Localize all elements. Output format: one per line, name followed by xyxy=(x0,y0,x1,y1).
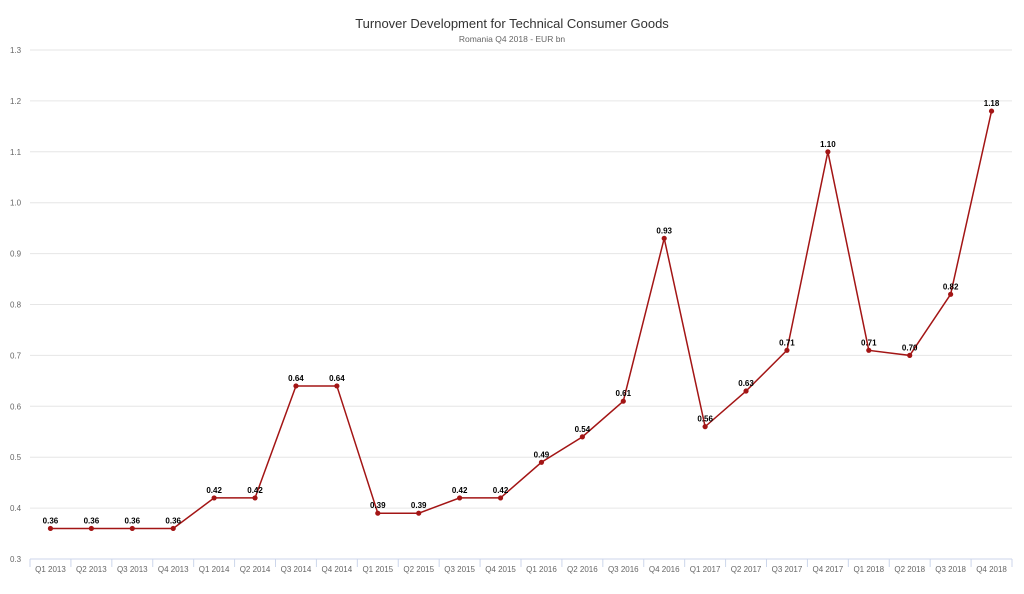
chart-subtitle: Romania Q4 2018 - EUR bn xyxy=(458,34,566,44)
data-point xyxy=(293,383,299,389)
data-label: 0.39 xyxy=(370,501,386,510)
data-label: 0.56 xyxy=(697,415,713,424)
x-tick-label: Q4 2015 xyxy=(485,565,516,574)
data-label: 0.71 xyxy=(861,338,877,347)
x-tick-label: Q2 2015 xyxy=(403,565,434,574)
data-point xyxy=(988,108,995,114)
y-tick-label: 0.4 xyxy=(10,504,22,513)
data-label: 0.42 xyxy=(206,486,222,495)
x-tick-label: Q3 2018 xyxy=(935,565,966,574)
x-tick-label: Q4 2013 xyxy=(158,565,189,574)
y-tick-label: 1.0 xyxy=(10,199,22,208)
x-tick-label: Q2 2016 xyxy=(567,565,598,574)
data-label: 0.82 xyxy=(943,282,959,291)
x-tick-label: Q1 2015 xyxy=(362,565,393,574)
y-tick-label: 0.7 xyxy=(10,351,22,360)
data-label: 1.18 xyxy=(984,99,1000,108)
data-label: 0.64 xyxy=(288,374,304,383)
data-label: 0.36 xyxy=(43,516,59,525)
data-point xyxy=(538,459,545,465)
x-tick-label: Q2 2017 xyxy=(731,565,762,574)
y-tick-label: 0.8 xyxy=(10,301,22,310)
y-tick-label: 0.6 xyxy=(10,402,22,411)
x-tick-label: Q2 2018 xyxy=(894,565,925,574)
chart-title: Turnover Development for Technical Consu… xyxy=(355,16,669,31)
data-label: 0.36 xyxy=(165,516,181,525)
data-label: 0.39 xyxy=(411,501,427,510)
x-tick-label: Q4 2017 xyxy=(813,565,844,574)
x-tick-label: Q1 2013 xyxy=(35,565,66,574)
data-label: 1.10 xyxy=(820,140,836,149)
data-point xyxy=(457,495,463,501)
data-point xyxy=(743,388,749,394)
x-tick-label: Q1 2014 xyxy=(199,565,230,574)
data-point xyxy=(334,383,340,389)
x-tick-label: Q1 2018 xyxy=(853,565,884,574)
x-tick-label: Q1 2017 xyxy=(690,565,721,574)
x-tick-label: Q3 2015 xyxy=(444,565,475,574)
data-point xyxy=(948,291,954,297)
x-tick-label: Q2 2014 xyxy=(240,565,271,574)
x-tick-label: Q4 2014 xyxy=(322,565,353,574)
y-tick-label: 0.5 xyxy=(10,453,22,462)
data-label: 0.42 xyxy=(493,486,509,495)
data-point xyxy=(416,510,422,516)
data-point xyxy=(620,398,626,404)
data-point xyxy=(375,510,381,516)
x-tick-label: Q4 2018 xyxy=(976,565,1007,574)
data-point xyxy=(825,149,831,155)
x-tick-label: Q3 2016 xyxy=(608,565,639,574)
x-tick-label: Q2 2013 xyxy=(76,565,107,574)
data-label: 0.70 xyxy=(902,343,918,352)
data-point xyxy=(252,495,258,501)
data-label: 0.93 xyxy=(656,226,672,235)
data-point xyxy=(866,347,872,353)
data-point xyxy=(497,495,504,501)
data-point xyxy=(47,525,54,532)
data-point xyxy=(170,525,176,532)
series-line xyxy=(50,110,993,530)
data-label: 0.54 xyxy=(575,425,591,434)
data-point xyxy=(211,495,217,501)
data-label: 0.42 xyxy=(452,486,468,495)
x-tick-label: Q3 2013 xyxy=(117,565,148,574)
data-point xyxy=(129,525,135,532)
data-label: 0.61 xyxy=(616,389,632,398)
data-point xyxy=(661,235,667,241)
y-tick-label: 1.3 xyxy=(10,46,22,55)
x-tick-label: Q3 2014 xyxy=(281,565,312,574)
data-point xyxy=(907,352,913,358)
data-label: 0.49 xyxy=(534,450,550,459)
data-point xyxy=(784,347,790,353)
data-label: 0.42 xyxy=(247,486,263,495)
data-label: 0.71 xyxy=(779,338,795,347)
y-tick-label: 1.2 xyxy=(10,97,22,106)
x-tick-label: Q3 2017 xyxy=(772,565,803,574)
data-point xyxy=(579,434,585,440)
data-label: 0.63 xyxy=(738,379,754,388)
y-tick-label: 0.3 xyxy=(10,555,22,564)
data-label: 0.36 xyxy=(125,516,141,525)
data-point xyxy=(88,525,94,532)
data-label: 0.36 xyxy=(84,516,100,525)
x-tick-label: Q1 2016 xyxy=(526,565,557,574)
y-tick-label: 0.9 xyxy=(10,250,22,259)
x-tick-label: Q4 2016 xyxy=(649,565,680,574)
data-point xyxy=(702,424,708,430)
y-tick-label: 1.1 xyxy=(10,148,22,157)
data-label: 0.64 xyxy=(329,374,345,383)
